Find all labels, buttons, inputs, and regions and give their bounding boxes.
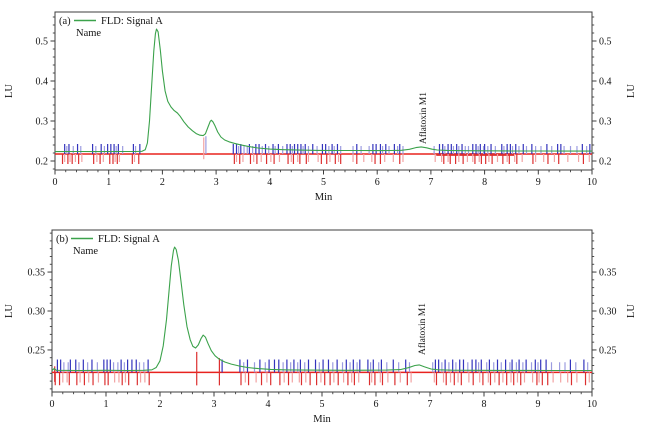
x-tick-label: 9	[536, 399, 541, 410]
x-tick-label: 4	[267, 177, 272, 188]
y-tick-label-right: 0.25	[599, 345, 617, 356]
x-tick-label: 0	[53, 177, 58, 188]
y-axis-label-right-b: LU	[626, 304, 637, 318]
x-tick-label: 10	[587, 399, 597, 410]
signal-trace-a	[54, 28, 592, 153]
y-tick-label-left: 0.35	[28, 268, 46, 279]
x-tick-label: 2	[160, 177, 165, 188]
y-tick-label-right: 0.2	[599, 157, 612, 168]
legend-sublabel-a: Name	[76, 28, 101, 39]
y-tick-label-right: 0.35	[599, 268, 617, 279]
x-tick-label: 4	[266, 399, 271, 410]
x-tick-label: 2	[158, 399, 163, 410]
x-axis-label-a: Min	[315, 192, 333, 203]
y-axis-label-right-a: LU	[626, 84, 637, 98]
panel-label-a: (a)	[59, 16, 71, 27]
y-tick-label-right: 0.4	[599, 77, 612, 88]
y-tick-label-left: 0.2	[36, 157, 49, 168]
annotation-aflatoxin-m1-a: Aflatoxin M1	[418, 92, 429, 144]
x-tick-label: 7	[428, 399, 433, 410]
legend-label-b: FLD: Signal A	[98, 234, 160, 245]
panel-label-b: (b)	[56, 234, 69, 245]
y-axis-label-left-b: LU	[4, 304, 15, 318]
x-tick-label: 0	[50, 399, 55, 410]
y-tick-label-right: 0.3	[599, 117, 612, 128]
annotation-aflatoxin-m1-b: Aflatoxin M1	[417, 303, 428, 355]
x-tick-label: 3	[212, 399, 217, 410]
y-tick-label-left: 0.30	[28, 307, 46, 318]
x-tick-label: 6	[374, 399, 379, 410]
x-tick-label: 5	[321, 177, 326, 188]
x-tick-label: 7	[428, 177, 433, 188]
x-tick-label: 9	[536, 177, 541, 188]
legend-label-a: FLD: Signal A	[101, 16, 163, 27]
x-tick-label: 8	[482, 399, 487, 410]
y-tick-label-left: 0.25	[28, 345, 46, 356]
x-tick-label: 10	[587, 177, 597, 188]
legend-sublabel-b: Name	[73, 246, 98, 257]
y-tick-label-right: 0.5	[599, 37, 612, 48]
y-tick-label-right: 0.30	[599, 307, 617, 318]
y-tick-label-left: 0.5	[36, 37, 49, 48]
y-tick-label-left: 0.4	[36, 77, 49, 88]
x-tick-label: 1	[106, 177, 111, 188]
y-axis-label-left-a: LU	[4, 84, 15, 98]
plot-frame-b	[51, 229, 593, 393]
x-tick-label: 5	[320, 399, 325, 410]
x-tick-label: 1	[104, 399, 109, 410]
signal-trace-b	[51, 246, 592, 372]
y-tick-label-left: 0.3	[36, 117, 49, 128]
x-tick-label: 6	[375, 177, 380, 188]
x-tick-label: 8	[482, 177, 487, 188]
x-axis-label-b: Min	[313, 414, 331, 425]
x-tick-label: 3	[214, 177, 219, 188]
